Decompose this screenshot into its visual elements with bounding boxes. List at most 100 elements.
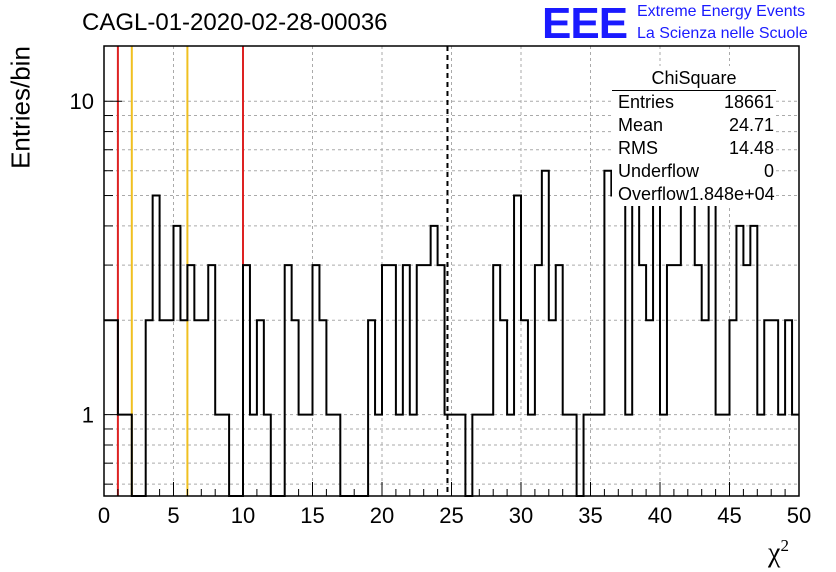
histogram-bin [646, 320, 653, 496]
histogram-bin [125, 415, 132, 496]
histogram-bin [625, 415, 632, 496]
histogram-bin [368, 320, 375, 496]
stats-value: 14.48 [728, 138, 774, 158]
stats-label: Entries [618, 92, 675, 112]
histogram-bin [674, 265, 681, 496]
histogram-bin [208, 265, 215, 496]
histogram-bin [785, 320, 792, 496]
histogram-bin [375, 415, 382, 496]
stats-label: RMS [618, 138, 658, 158]
histogram-bin [723, 415, 730, 496]
axis-ticks: 0 5 10 15 20 25 30 35 40 45 50 1 10 [70, 89, 812, 528]
x-tick-label: 5 [167, 503, 179, 528]
histogram-bin [187, 265, 194, 496]
histogram-bin [736, 226, 743, 496]
x-tick-label: 15 [300, 503, 324, 528]
y-tick-label: 1 [82, 403, 94, 428]
histogram-bin [764, 320, 771, 496]
histogram-bin [743, 265, 750, 496]
histogram-bin [194, 320, 201, 496]
histogram-bin [730, 320, 737, 496]
x-tick-label: 25 [439, 503, 463, 528]
histogram-bin [382, 265, 389, 496]
histogram-bin [319, 320, 326, 496]
x-tick-label: 0 [98, 503, 110, 528]
histogram-bin [424, 265, 431, 496]
x-tick-label: 20 [370, 503, 394, 528]
histogram-bin [389, 265, 396, 496]
histogram-bin [452, 415, 459, 496]
histogram-bin [111, 320, 118, 496]
histogram-bin [431, 226, 438, 496]
histogram-bin [306, 415, 313, 496]
stats-label: Mean [618, 115, 664, 135]
histogram-bin [653, 196, 660, 496]
histogram-bin [167, 320, 174, 496]
histogram-bin [396, 415, 403, 496]
chart-title: CAGL-01-2020-02-28-00036 [82, 9, 388, 36]
histogram-bin [750, 226, 757, 496]
histogram-bin [333, 415, 340, 496]
histogram-bin [264, 415, 271, 496]
histogram-bin [667, 265, 674, 496]
stats-value: 0 [763, 161, 774, 181]
histogram-bin [549, 320, 556, 496]
histogram-bin [326, 415, 333, 496]
histogram-bin [458, 415, 465, 496]
histogram-bin [556, 265, 563, 496]
histogram-bin [438, 265, 445, 496]
histogram-bin [639, 265, 646, 496]
histogram-bin [292, 320, 299, 496]
logo-caption-line1: Extreme Energy Events [637, 3, 806, 20]
x-axis-label: χ2 [768, 536, 789, 569]
histogram-bin [417, 265, 424, 496]
x-tick-label: 40 [648, 503, 672, 528]
y-axis-label: Entries/bin [5, 46, 36, 169]
stats-label: Overflow [618, 184, 690, 204]
histogram-bin [285, 265, 292, 496]
histogram-bin [174, 226, 181, 496]
histogram-bin [250, 415, 257, 496]
histogram-bin [507, 415, 514, 496]
histogram-bin [528, 415, 535, 496]
histogram-bin [695, 265, 702, 496]
histogram-bin [521, 320, 528, 496]
histogram-bin [611, 196, 618, 496]
histogram-bin [500, 320, 507, 496]
histogram-bin [146, 320, 153, 496]
histogram-bin [570, 415, 577, 496]
histogram-bin [479, 415, 486, 496]
x-tick-label: 50 [787, 503, 811, 528]
stats-value: 24.71 [728, 115, 774, 135]
eee-logo: EEE [542, 0, 628, 48]
histogram-bin [563, 415, 570, 496]
stats-box: ChiSquare Entries 18661 Mean 24.71 RMS 14.4… [612, 66, 776, 206]
histogram-bin [243, 265, 250, 496]
stats-row-overflow: Overflow 1.848e+04 [612, 183, 776, 206]
histogram-bin [104, 320, 111, 496]
stats-row-mean: Mean 24.71 [612, 114, 776, 137]
stats-value: 1.848e+04 [689, 184, 775, 204]
histogram-bin [792, 415, 799, 496]
histogram-bin [716, 415, 723, 496]
stats-row-entries: Entries 18661 [612, 91, 776, 114]
histogram-bin [445, 415, 452, 496]
x-axis-label-symbol: χ [768, 537, 781, 569]
histogram-bin [709, 196, 716, 496]
histogram-bin [771, 320, 778, 496]
histogram-bin [778, 415, 785, 496]
stats-value: 18661 [723, 92, 774, 112]
y-tick-label: 10 [70, 89, 94, 114]
x-tick-label: 10 [231, 503, 255, 528]
histogram-bin [313, 265, 320, 496]
histogram-bin [535, 265, 542, 496]
histogram-bin [215, 415, 222, 496]
histogram-bin [604, 171, 611, 496]
stats-row-rms: RMS 14.48 [612, 137, 776, 160]
histogram-bin [403, 265, 410, 496]
histogram-bin [542, 171, 549, 496]
histogram-bin [472, 415, 479, 496]
histogram-bin [486, 415, 493, 496]
histogram-bin [660, 415, 667, 496]
